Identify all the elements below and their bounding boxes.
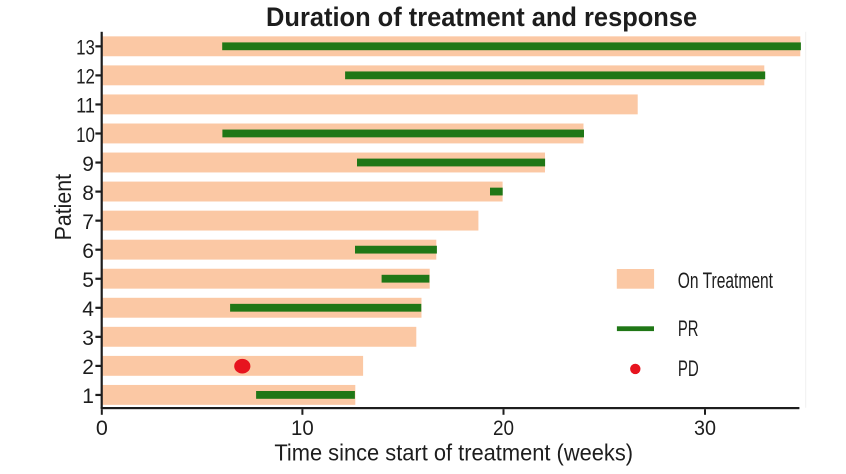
svg-text:PD: PD <box>678 356 699 381</box>
svg-text:5: 5 <box>82 269 94 292</box>
svg-text:10: 10 <box>291 416 314 440</box>
svg-text:20: 20 <box>493 416 514 440</box>
svg-text:11: 11 <box>76 95 95 118</box>
svg-text:0: 0 <box>96 416 108 440</box>
svg-text:3: 3 <box>82 327 94 350</box>
svg-text:12: 12 <box>76 66 95 89</box>
svg-text:9: 9 <box>82 153 94 176</box>
svg-text:Duration of treatment and resp: Duration of treatment and response <box>266 2 697 32</box>
svg-text:PR: PR <box>678 316 699 341</box>
svg-text:6: 6 <box>82 240 94 263</box>
svg-text:13: 13 <box>76 37 95 60</box>
svg-text:1: 1 <box>82 385 94 408</box>
svg-text:4: 4 <box>82 298 94 321</box>
svg-text:2: 2 <box>82 356 94 379</box>
svg-text:8: 8 <box>82 182 94 205</box>
svg-text:10: 10 <box>76 124 95 147</box>
svg-text:Time since start of treatment: Time since start of treatment (weeks) <box>274 439 633 465</box>
svg-text:On Treatment: On Treatment <box>678 268 773 293</box>
svg-text:30: 30 <box>694 416 716 440</box>
svg-text:7: 7 <box>82 211 94 234</box>
svg-text:Patient: Patient <box>50 174 76 241</box>
